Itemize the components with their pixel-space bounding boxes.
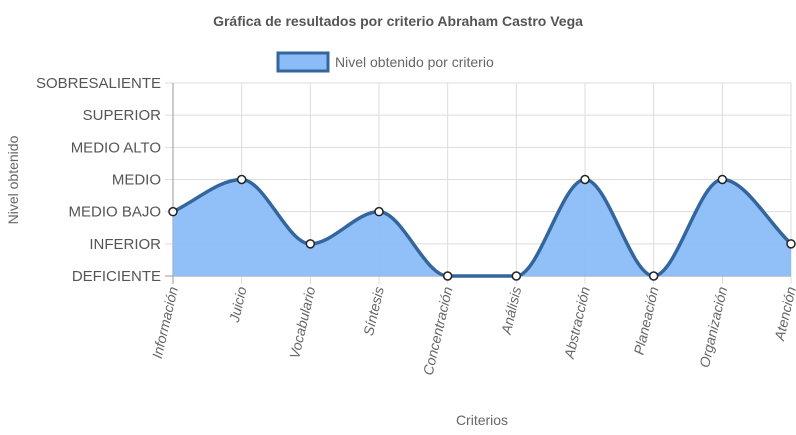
- x-tick-label: Información: [149, 285, 181, 360]
- data-point[interactable]: Síntesis: MEDIO BAJO: [374, 206, 384, 217]
- data-point[interactable]: Planeación: DEFICIENTE: [648, 271, 659, 281]
- y-axis-labels: DEFICIENTE INFERIOR MEDIO BAJO MEDIO MEDIO A…: [36, 75, 161, 285]
- series-fill: [173, 179, 791, 276]
- y-axis-title: Nivel obtenido: [5, 135, 21, 224]
- data-point[interactable]: Juicio: MEDIO: [236, 174, 247, 185]
- data-point[interactable]: Vocabulario: INFERIOR: [305, 239, 316, 249]
- x-tick-label: Síntesis: [360, 285, 387, 337]
- data-point[interactable]: Análisis: DEFICIENTE: [511, 271, 522, 281]
- x-axis-title: Criterios: [456, 412, 508, 428]
- y-tick-label: MEDIO BAJO: [68, 204, 161, 221]
- data-point[interactable]: Abstracción: MEDIO: [580, 174, 590, 185]
- legend-swatch: [276, 51, 330, 73]
- data-point[interactable]: Organización: MEDIO: [717, 174, 728, 185]
- x-tick-label: Abstracción: [561, 285, 593, 361]
- x-tick-label: Organización: [696, 285, 730, 369]
- y-tick-label: MEDIO: [112, 172, 161, 189]
- y-tick-label: SOBRESALIENTE: [36, 75, 161, 92]
- data-point[interactable]: Información: MEDIO BAJO: [168, 206, 178, 217]
- chart-title: Gráfica de resultados por criterio Abrah…: [213, 13, 583, 29]
- data-point[interactable]: Concentración: DEFICIENTE: [442, 271, 453, 281]
- data-point[interactable]: Atención: INFERIOR: [786, 239, 796, 249]
- y-tick-label: DEFICIENTE: [72, 268, 161, 285]
- data-points: Información: MEDIO BAJO Juicio: MEDIO Voca…: [168, 174, 796, 281]
- x-tick-label: Vocabulario: [286, 285, 318, 360]
- series-area: [172, 177, 793, 278]
- x-tick-label: Juicio: [226, 285, 250, 325]
- x-tick-label: Concentración: [420, 285, 456, 377]
- x-tick-label: Planeación: [630, 285, 661, 356]
- y-tick-label: INFERIOR: [89, 236, 161, 253]
- x-tick-label: Atención: [771, 285, 796, 343]
- x-axis-labels: Información Juicio Vocabulario Síntesis Conc…: [149, 285, 796, 377]
- legend-label: Nivel obtenido por criterio: [335, 54, 494, 70]
- y-tick-label: MEDIO ALTO: [71, 139, 161, 156]
- x-tick-label: Análisis: [498, 285, 525, 337]
- y-tick-label: SUPERIOR: [83, 107, 162, 124]
- legend[interactable]: Nivel obtenido por criterio: [276, 51, 494, 73]
